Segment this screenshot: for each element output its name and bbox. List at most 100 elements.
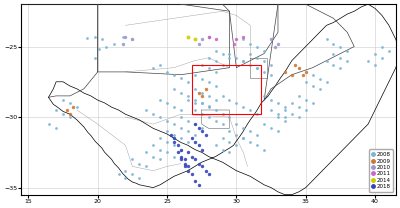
2018 xyxy=(192,123,198,126)
2008 xyxy=(302,98,309,102)
2008 xyxy=(268,73,274,76)
2018 xyxy=(185,165,191,168)
2008 xyxy=(330,63,337,67)
2018 xyxy=(171,141,177,144)
2008 xyxy=(247,63,254,67)
2018 xyxy=(182,165,188,168)
2008 xyxy=(178,91,184,95)
2008 xyxy=(53,108,59,112)
2009 xyxy=(292,63,298,67)
2008 xyxy=(164,141,170,144)
2010 xyxy=(272,45,278,48)
2008 xyxy=(226,115,233,119)
2008 xyxy=(84,36,90,40)
2008 xyxy=(129,158,136,161)
2010 xyxy=(268,38,274,41)
2008 xyxy=(198,91,205,95)
2009 xyxy=(64,108,70,112)
2008 xyxy=(240,137,246,140)
2008 xyxy=(275,130,281,133)
2009 xyxy=(302,70,309,74)
2018 xyxy=(171,137,177,140)
2008 xyxy=(206,115,212,119)
2008 xyxy=(157,63,163,67)
2010 xyxy=(196,42,202,45)
2008 xyxy=(178,148,184,151)
2009 xyxy=(196,91,202,95)
2008 xyxy=(171,134,177,137)
2009 xyxy=(296,66,302,69)
2008 xyxy=(143,151,150,154)
2018 xyxy=(192,158,198,161)
2008 xyxy=(323,80,330,83)
2008 xyxy=(212,70,219,74)
2008 xyxy=(261,70,267,74)
2008 xyxy=(171,155,177,158)
2008 xyxy=(185,141,191,144)
2008 xyxy=(185,98,191,102)
2008 xyxy=(164,151,170,154)
2008 xyxy=(206,66,212,69)
2009 xyxy=(282,70,288,74)
2008 xyxy=(268,108,274,112)
2008 xyxy=(219,52,226,55)
2011 xyxy=(206,35,212,38)
2008 xyxy=(247,130,254,133)
2008 xyxy=(185,94,191,98)
2018 xyxy=(185,169,191,172)
2008 xyxy=(233,101,240,105)
2008 xyxy=(212,84,219,88)
2008 xyxy=(150,144,156,147)
2008 xyxy=(171,73,177,76)
2008 xyxy=(268,98,274,102)
2008 xyxy=(261,49,267,52)
2008 xyxy=(254,66,260,69)
2008 xyxy=(323,38,330,41)
2008 xyxy=(316,87,323,90)
2018 xyxy=(182,162,188,165)
2008 xyxy=(198,63,205,67)
2008 xyxy=(46,123,52,126)
2008 xyxy=(261,94,267,98)
2008 xyxy=(219,123,226,126)
2008 xyxy=(164,101,170,105)
2008 xyxy=(219,94,226,98)
2008 xyxy=(192,134,198,137)
2008 xyxy=(143,165,150,168)
2018 xyxy=(198,148,205,151)
2008 xyxy=(240,137,246,140)
2008 xyxy=(192,108,198,112)
2008 xyxy=(240,38,246,41)
2010 xyxy=(206,35,212,38)
2018 xyxy=(203,169,209,172)
2008 xyxy=(92,35,98,38)
2018 xyxy=(178,148,184,151)
2008 xyxy=(164,70,170,74)
2008 xyxy=(226,130,233,133)
2008 xyxy=(254,66,260,69)
2008 xyxy=(157,98,163,102)
2008 xyxy=(136,176,142,179)
2008 xyxy=(198,113,205,116)
2008 xyxy=(261,123,267,126)
2008 xyxy=(226,56,233,59)
2018 xyxy=(196,183,202,186)
2008 xyxy=(192,123,198,126)
2009 xyxy=(300,73,306,76)
2008 xyxy=(136,162,142,165)
2018 xyxy=(206,172,212,175)
2008 xyxy=(178,108,184,112)
2014 xyxy=(185,35,191,38)
2008 xyxy=(164,120,170,123)
2008 xyxy=(233,134,240,137)
2018 xyxy=(178,158,184,161)
2008 xyxy=(150,113,156,116)
2008 xyxy=(310,101,316,105)
2008 xyxy=(316,77,323,81)
2011 xyxy=(240,35,246,38)
2008 xyxy=(296,115,302,119)
2008 xyxy=(226,141,233,144)
2008 xyxy=(254,45,260,48)
2008 xyxy=(53,127,59,130)
2018 xyxy=(189,172,195,175)
